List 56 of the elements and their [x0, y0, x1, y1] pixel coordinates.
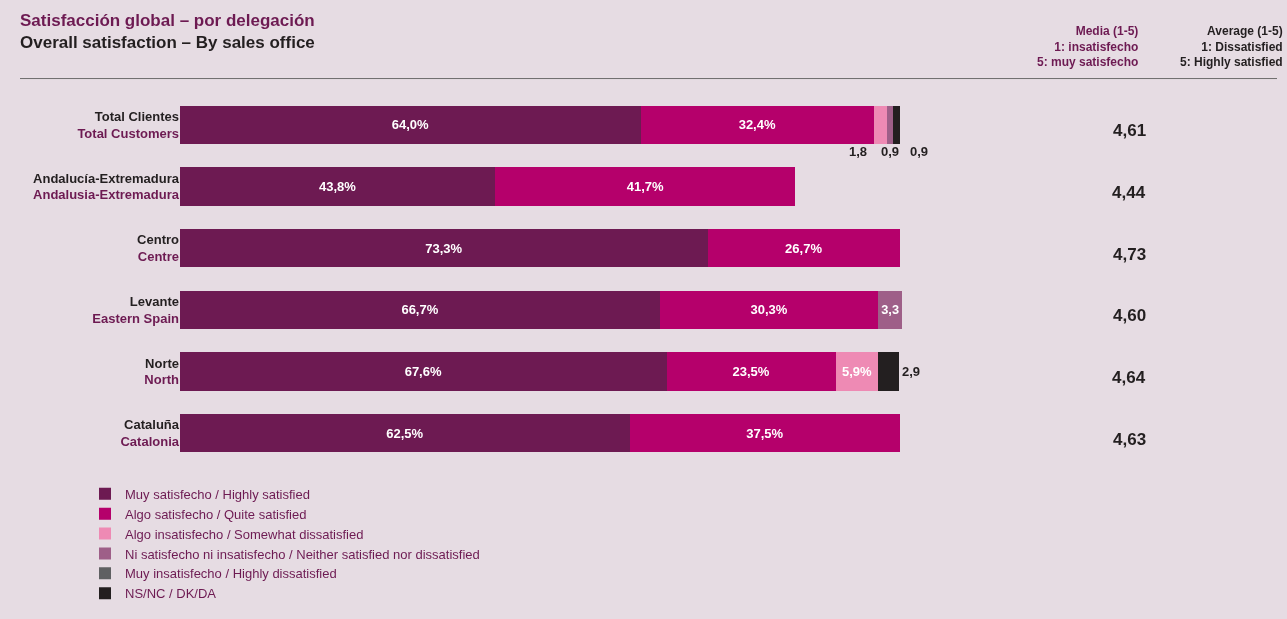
text: 4,61: [1113, 121, 1147, 140]
data-label: 0,9: [881, 144, 900, 159]
bar: [495, 167, 796, 206]
bar: [640, 105, 874, 144]
bar: [878, 352, 900, 391]
text: 4,44: [1112, 183, 1146, 202]
legend-label: Algo insatisfecho / Somewhat dissatisfied: [125, 526, 364, 542]
data-label: 41,7%: [626, 179, 665, 194]
data-label: 26,7%: [785, 240, 823, 256]
data-label: 3,3: [881, 302, 899, 318]
data-label: 1,8: [849, 144, 868, 159]
bar: [180, 105, 641, 144]
text: 4,63: [1113, 430, 1147, 449]
legend-label: Muy satisfecho / Highly satisfied: [125, 486, 310, 502]
data-label: 64,0%: [391, 117, 429, 133]
text: 4,64: [1112, 368, 1146, 387]
bar: [666, 352, 836, 391]
legend-label: Muy insatisfecho / Highly dissatisfied: [125, 566, 337, 582]
bar: [873, 105, 887, 144]
y-tick-label: Norte North: [144, 355, 180, 388]
bar: [629, 414, 900, 453]
bar: [660, 290, 879, 329]
legend-label: Ni satisfecho ni insatisfecho / Neither satisfied nor dissatisfied: [125, 546, 480, 562]
data-label: 23,5%: [732, 364, 770, 379]
y-tick-label: Cataluña Catalonia: [120, 417, 180, 450]
data-label: 43,8%: [318, 179, 357, 194]
text: Average (1-5) 1: Dissatisfied 5: Highly satisfied: [1180, 24, 1283, 70]
data-label: 73,3%: [425, 240, 463, 256]
bar: [180, 167, 496, 206]
y-tick-label: Total Clientes Total Customers: [77, 108, 179, 141]
bar: [886, 105, 894, 144]
data-label: 66,7%: [401, 302, 439, 318]
data-label: 37,5%: [746, 425, 784, 441]
y-tick-label: Centro Centre: [137, 232, 180, 265]
y-tick-label: Andalucía-Extremadura Andalusia-Extremadura: [33, 170, 180, 203]
text: 4,60: [1113, 306, 1147, 325]
bar: [180, 229, 708, 268]
bar: [707, 229, 900, 268]
data-label: 30,3%: [750, 302, 788, 318]
bar: [180, 290, 661, 329]
bar: [180, 352, 667, 391]
chart-title: Satisfacción global – por delegación: [20, 11, 315, 30]
bar: [893, 105, 900, 144]
chart-subtitle: Overall satisfaction – By sales office: [20, 33, 315, 53]
data-label: 5,9%: [841, 364, 873, 379]
data-label: 0,9: [910, 144, 929, 159]
data-label: 67,6%: [404, 364, 442, 379]
legend-label: NS/NC / DK/DA: [125, 586, 217, 602]
data-label: 2,9: [902, 364, 921, 379]
legend-label: Algo satisfecho / Quite satisfied: [125, 506, 307, 522]
y-tick-label: Levante Eastern Spain: [92, 293, 180, 326]
data-label: 32,4%: [738, 117, 776, 133]
bar: [180, 414, 630, 453]
data-label: 62,5%: [386, 425, 424, 441]
text: 4,73: [1113, 245, 1147, 264]
text: Media (1-5) 1: insatisfecho 5: muy satisfecho: [1037, 24, 1139, 70]
